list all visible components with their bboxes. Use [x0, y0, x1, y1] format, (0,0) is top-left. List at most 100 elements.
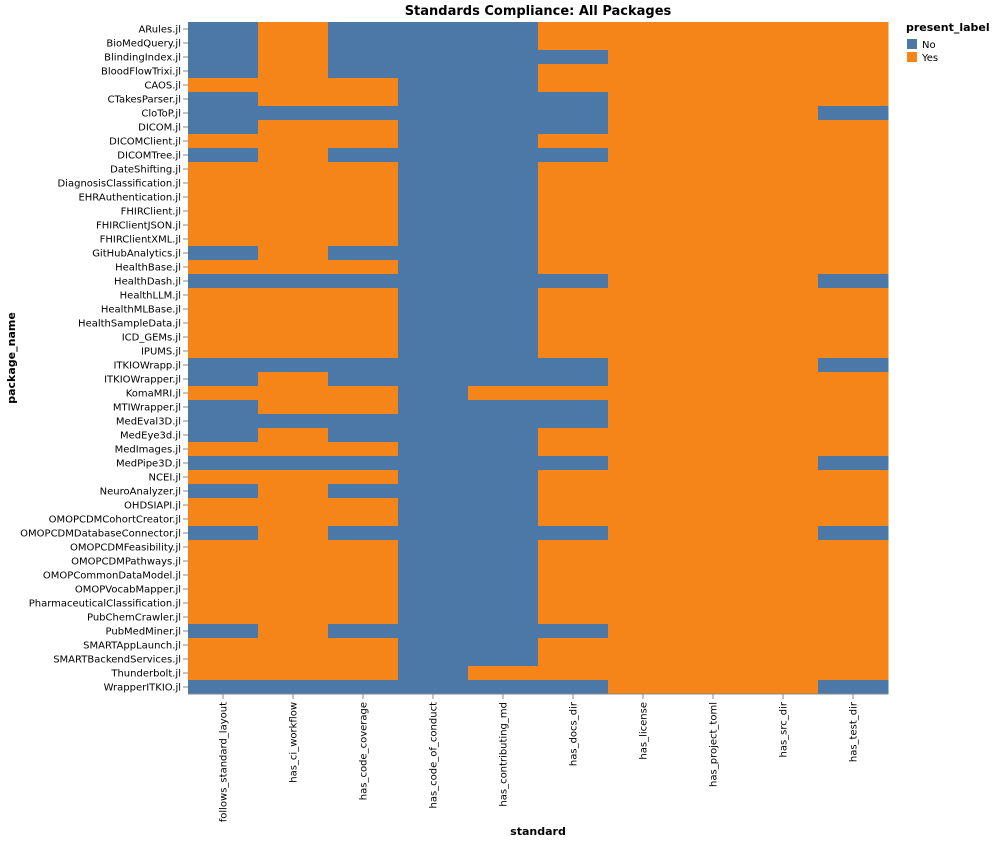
heatmap-cell — [748, 610, 819, 625]
heatmap-cell — [818, 288, 889, 303]
heatmap-cell — [188, 442, 259, 457]
heatmap-cell — [328, 414, 399, 429]
heatmap-cell — [468, 330, 539, 345]
heatmap-cell — [328, 50, 399, 65]
heatmap-cell — [188, 218, 259, 233]
heatmap-cell — [678, 134, 749, 149]
heatmap-cell — [188, 260, 259, 275]
x-tick-label: has_ci_workflow — [289, 702, 300, 783]
heatmap-cell — [538, 484, 609, 499]
x-axis: follows_standard_layout has_ci_workflow ha… — [188, 693, 888, 822]
heatmap-cell — [468, 50, 539, 65]
heatmap-cell — [258, 176, 329, 191]
y-axis-label: package_name — [5, 312, 18, 404]
heatmap-cell — [538, 400, 609, 415]
chart-title: Standards Compliance: All Packages — [405, 4, 672, 19]
heatmap-cell — [748, 442, 819, 457]
heatmap-cell — [748, 400, 819, 415]
heatmap-cell — [328, 666, 399, 681]
y-tick-label: DateShifting.jl — [110, 165, 181, 176]
heatmap-cell — [258, 288, 329, 303]
heatmap-cell — [818, 652, 889, 667]
heatmap-cell — [258, 218, 329, 233]
heatmap-cell — [328, 120, 399, 135]
heatmap-cell — [188, 92, 259, 107]
heatmap-cell — [748, 106, 819, 121]
heatmap-cell — [188, 638, 259, 653]
heatmap-cell — [538, 568, 609, 583]
heatmap-cell — [188, 652, 259, 667]
x-tick-label: has_license — [639, 702, 650, 760]
heatmap-cell — [328, 260, 399, 275]
y-tick-label: HealthLLM.jl — [120, 291, 181, 302]
heatmap-cell — [258, 428, 329, 443]
heatmap-cell — [748, 218, 819, 233]
heatmap-cell — [398, 568, 469, 583]
heatmap-cell — [188, 204, 259, 219]
y-tick-label: FHIRClientXML.jl — [100, 235, 181, 246]
heatmap-cell — [188, 288, 259, 303]
heatmap-cell — [188, 50, 259, 65]
heatmap-cell — [748, 540, 819, 555]
heatmap-cell — [678, 386, 749, 401]
heatmap-cell — [468, 134, 539, 149]
heatmap-cell — [468, 274, 539, 289]
heatmap-cell — [398, 246, 469, 261]
heatmap-cell — [328, 246, 399, 261]
heatmap-cell — [398, 148, 469, 163]
y-tick-label: CAOS.jl — [144, 81, 181, 92]
y-tick-label: CTakesParser.jl — [108, 95, 181, 106]
heatmap-cell — [748, 22, 819, 37]
heatmap-cell — [608, 484, 679, 499]
heatmap-cell — [258, 316, 329, 331]
heatmap-cell — [258, 232, 329, 247]
heatmap-cell — [258, 106, 329, 121]
heatmap-cell — [258, 134, 329, 149]
heatmap-cell — [398, 610, 469, 625]
heatmap-cell — [398, 372, 469, 387]
heatmap-cell — [468, 596, 539, 611]
heatmap-cell — [188, 134, 259, 149]
heatmap-cell — [328, 638, 399, 653]
heatmap-cell — [818, 442, 889, 457]
y-tick-label: NCEI.jl — [149, 473, 181, 484]
heatmap-cell — [818, 428, 889, 443]
y-tick-label: ARules.jl — [138, 25, 181, 36]
y-tick-label: BioMedQuery.jl — [106, 39, 181, 50]
y-tick-label: ITKIOWrapp.jl — [113, 361, 181, 372]
heatmap-cell — [608, 652, 679, 667]
heatmap-cell — [608, 64, 679, 79]
heatmap-cell — [608, 330, 679, 345]
heatmap-cell — [328, 162, 399, 177]
heatmap-cell — [608, 400, 679, 415]
x-tick-label: has_contributing_md — [499, 702, 510, 807]
heatmap-cell — [328, 344, 399, 359]
heatmap-cell — [748, 624, 819, 639]
heatmap-cell — [818, 498, 889, 513]
y-tick-label: HealthSampleData.jl — [78, 319, 181, 330]
heatmap-cell — [258, 400, 329, 415]
heatmap-cell — [748, 414, 819, 429]
heatmap-cell — [398, 526, 469, 541]
heatmap-cell — [398, 596, 469, 611]
heatmap-cell — [608, 50, 679, 65]
heatmap-cell — [608, 92, 679, 107]
legend: present_label No Yes — [906, 21, 990, 64]
heatmap-cell — [678, 400, 749, 415]
heatmap-cell — [188, 330, 259, 345]
heatmap-cell — [678, 624, 749, 639]
heatmap-cell — [748, 288, 819, 303]
heatmap-cell — [398, 120, 469, 135]
heatmap-cell — [398, 36, 469, 51]
heatmap-cell — [748, 176, 819, 191]
heatmap-cell — [608, 106, 679, 121]
heatmap-cell — [748, 64, 819, 79]
heatmap-cell — [258, 512, 329, 527]
heatmap-cell — [748, 274, 819, 289]
heatmap-cell — [468, 540, 539, 555]
y-tick-label: GitHubAnalytics.jl — [92, 249, 181, 260]
heatmap-cell — [468, 442, 539, 457]
heatmap-cell — [818, 218, 889, 233]
heatmap-cell — [468, 456, 539, 471]
heatmap-cell — [678, 288, 749, 303]
